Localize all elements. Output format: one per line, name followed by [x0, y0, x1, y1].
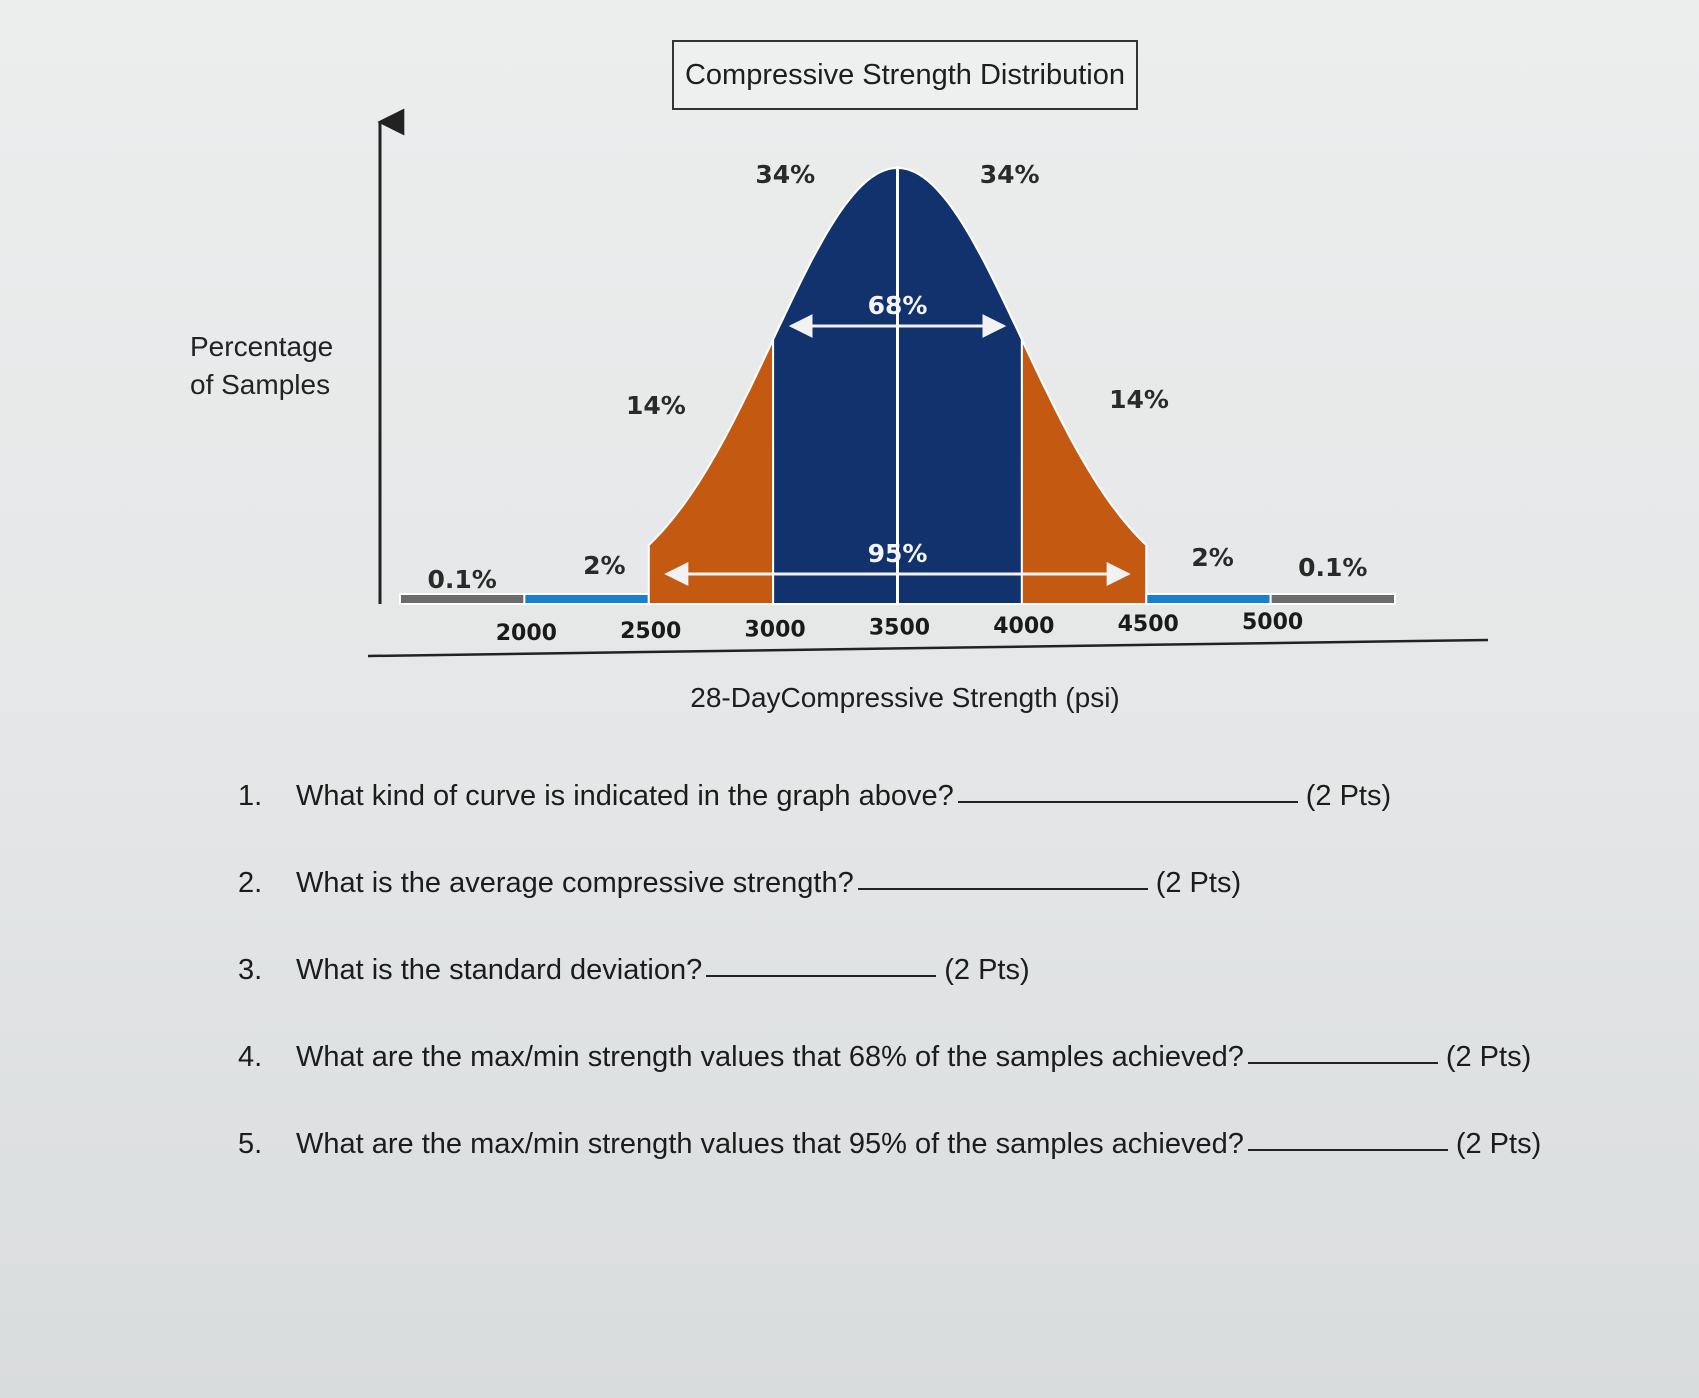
answer-blank-5[interactable] [1247, 1148, 1448, 1151]
band-3 [772, 166, 899, 605]
band-7 [1269, 593, 1396, 605]
band-6 [1145, 593, 1272, 605]
answer-blank-1[interactable] [957, 800, 1298, 803]
answer-blank-2[interactable] [857, 887, 1148, 890]
question-4: 4. What are the max/min strength values … [238, 1041, 1531, 1074]
chart-title: Compressive Strength Distribution [672, 40, 1138, 110]
answer-blank-3[interactable] [706, 974, 937, 977]
question-3: 3. What is the standard deviation? (2 Pt… [238, 954, 1030, 987]
question-number: 2. [238, 867, 263, 899]
band-label-3: 34% [755, 160, 815, 189]
answer-blank-4[interactable] [1247, 1061, 1438, 1064]
x-axis-label: 28-DayCompressive Strength (psi) [690, 682, 1120, 713]
question-text: What kind of curve is indicated in the g… [296, 780, 954, 812]
y-axis-label: Percentage of Samples [190, 331, 334, 400]
band-label-0: 0.1% [428, 565, 497, 594]
question-1: 1. What kind of curve is indicated in th… [238, 780, 1391, 813]
x-tick-label: 4500 [1118, 612, 1179, 637]
question-points: (2 Pts) [1445, 1041, 1532, 1073]
question-points: (2 Pts) [944, 954, 1030, 986]
x-tick-label: 2500 [620, 619, 681, 644]
band-label-5: 14% [1109, 385, 1169, 414]
question-text: What are the max/min strength values tha… [296, 1128, 1244, 1160]
band-label-4: 34% [980, 160, 1040, 189]
band-label-2: 14% [626, 391, 686, 420]
band-1 [523, 593, 650, 605]
question-5: 5. What are the max/min strength values … [238, 1128, 1541, 1161]
question-text: What are the max/min strength values tha… [296, 1041, 1244, 1073]
question-number: 3. [238, 954, 263, 986]
distribution-chart: 68% 95% 2000 2500 3000 3500 4000 4500 5000 0.1% 2%… [367, 108, 1489, 658]
question-text: What is the average compressive strength… [296, 867, 854, 899]
band-label-1: 2% [583, 551, 625, 580]
band-2 [647, 339, 775, 605]
question-number: 4. [238, 1041, 263, 1073]
x-axis-line [367, 638, 1489, 658]
x-tick-label: 2000 [496, 621, 557, 646]
question-points: (2 Pts) [1305, 780, 1392, 812]
band-label-7: 0.1% [1298, 553, 1367, 582]
question-number: 1. [238, 780, 263, 812]
question-points: (2 Pts) [1455, 1128, 1542, 1160]
band-label-6: 2% [1191, 543, 1233, 572]
x-tick-label: 3000 [745, 617, 806, 642]
question-number: 5. [238, 1128, 263, 1160]
question-text: What is the standard deviation? [296, 954, 703, 986]
x-tick-label: 4000 [993, 614, 1054, 639]
band-5 [1020, 339, 1148, 605]
range-label-1: 95% [868, 539, 928, 568]
question-2: 2. What is the average compressive stren… [238, 867, 1241, 900]
x-tick-label: 5000 [1242, 610, 1303, 635]
band-4 [896, 166, 1023, 605]
x-tick-label: 3500 [869, 616, 930, 641]
question-points: (2 Pts) [1155, 867, 1242, 899]
range-label-0: 68% [868, 291, 928, 320]
band-0 [399, 593, 526, 605]
